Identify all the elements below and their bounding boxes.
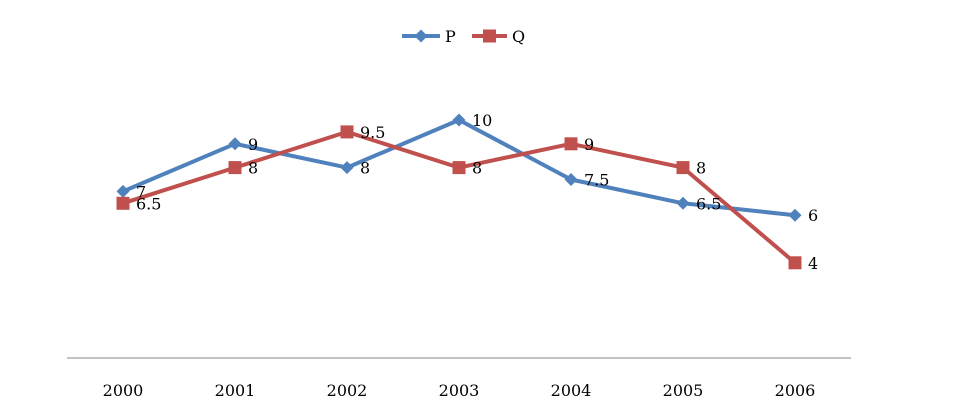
data-label-q: 8 xyxy=(472,159,482,178)
data-label-q: 9 xyxy=(584,135,594,154)
diamond-marker xyxy=(414,29,428,43)
series-line-q xyxy=(121,129,797,265)
data-label-p: 7 xyxy=(136,182,146,201)
square-marker xyxy=(676,161,690,175)
square-marker xyxy=(788,256,802,270)
diamond-marker xyxy=(340,161,354,175)
square-marker xyxy=(452,161,466,175)
data-label-p: 6.5 xyxy=(696,194,721,213)
series-lines xyxy=(121,118,797,265)
x-tick-label: 2002 xyxy=(327,381,368,400)
square-marker xyxy=(116,196,130,210)
series-markers xyxy=(116,113,802,270)
x-tick-label: 2005 xyxy=(663,381,704,400)
legend-label-q: Q xyxy=(512,27,525,46)
diamond-marker xyxy=(788,208,802,222)
data-label-q: 8 xyxy=(248,159,258,178)
data-label-q: 9.5 xyxy=(360,123,385,142)
square-marker xyxy=(340,125,354,139)
x-tick-label: 2004 xyxy=(551,381,592,400)
square-marker xyxy=(483,29,496,43)
data-label-p: 10 xyxy=(472,111,492,130)
data-label-q: 4 xyxy=(808,254,818,273)
data-label-p: 9 xyxy=(248,135,258,154)
square-marker xyxy=(228,161,242,175)
x-tick-label: 2006 xyxy=(775,381,816,400)
diamond-marker xyxy=(676,196,690,210)
data-label-p: 7.5 xyxy=(584,171,609,190)
square-marker xyxy=(564,137,578,151)
data-label-p: 8 xyxy=(360,159,370,178)
x-tick-label: 2001 xyxy=(215,381,256,400)
data-label-q: 8 xyxy=(696,159,706,178)
x-tick-label: 2000 xyxy=(103,381,144,400)
diamond-marker xyxy=(564,173,578,186)
x-tick-label: 2003 xyxy=(439,381,480,400)
diamond-marker xyxy=(228,137,242,151)
legend-label-p: P xyxy=(445,27,456,46)
data-labels: 7 9 8 10 7.5 6.5 6 6.5 8 9.5 8 9 8 4 xyxy=(136,111,818,273)
data-label-q: 6.5 xyxy=(136,194,161,213)
data-label-p: 6 xyxy=(808,206,818,225)
diamond-marker xyxy=(116,184,130,198)
x-axis-tick-labels: 2000 2001 2002 2003 2004 2005 2006 xyxy=(103,381,816,400)
diamond-marker xyxy=(452,113,466,127)
